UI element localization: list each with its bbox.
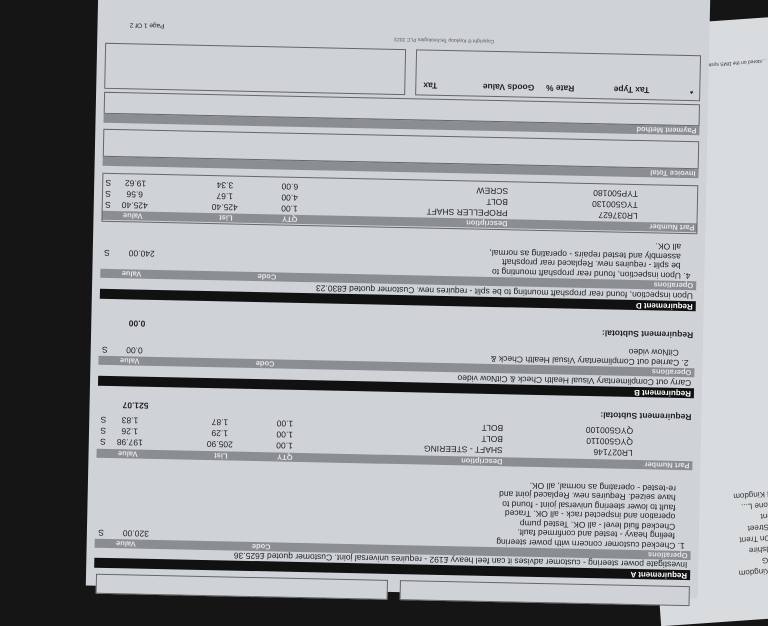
- description-label: Description: [461, 456, 503, 467]
- goods-value-label: Goods Value: [482, 81, 535, 93]
- part-number-label: Part Number: [644, 460, 690, 471]
- list-label: List: [214, 451, 228, 461]
- operations-label: Operations: [647, 550, 688, 561]
- requirement-d-title: Requirement D: [635, 300, 693, 312]
- tax-code: S: [101, 344, 108, 355]
- cell: 0.00: [128, 318, 146, 329]
- tax-summary-box: * Tax Type Rate % Goods Value Tax: [415, 49, 702, 102]
- cell: 205.90: [206, 439, 233, 450]
- tax-code: S: [98, 527, 104, 538]
- cell: 1.26: [121, 426, 139, 437]
- address-box: [399, 580, 690, 607]
- requirement-subtotal: Requirement Subtotal: 0.00: [99, 317, 695, 340]
- cell: S: [100, 425, 107, 436]
- signature-box: [104, 42, 407, 96]
- operation-value: 0.00: [126, 345, 143, 356]
- tax-type-label: Tax Type: [613, 84, 650, 96]
- cell: 1.00: [276, 429, 294, 440]
- value-label: Value: [119, 356, 140, 366]
- cell: 197.98: [116, 437, 143, 448]
- cell: QYG500110: [586, 435, 634, 447]
- code-label: Code: [257, 272, 277, 282]
- operation-value: 240.00: [128, 248, 155, 259]
- page-number: Page 1 Of 2: [129, 21, 165, 30]
- cell: Requirement Subtotal:: [600, 410, 692, 423]
- cell: S: [100, 436, 106, 447]
- cell: LR027146: [593, 447, 633, 458]
- cell: 521.07: [122, 400, 149, 411]
- value-label: Value: [121, 269, 142, 279]
- address-block: United Kingdom ST1 4EG Staffordshire Sto…: [730, 487, 768, 579]
- qty-label: QTY: [277, 452, 293, 462]
- operations-label: Operations: [651, 367, 692, 378]
- parts-box: [101, 172, 699, 235]
- tax-code: S: [103, 247, 110, 258]
- marker: *: [689, 86, 694, 97]
- requirement-a-title: Requirement A: [630, 569, 688, 581]
- cell: S: [100, 414, 107, 425]
- operation-value: 320.00: [122, 528, 149, 539]
- code-label: Code: [255, 359, 275, 369]
- operation-text: 1. Checked customer concern with power s…: [425, 478, 686, 551]
- cell: 1.00: [276, 418, 294, 429]
- address-line: United Kingdom: [733, 488, 768, 501]
- copyright: Copyright © Keyloop Technologies PLC 202…: [394, 35, 495, 44]
- cell: BOLT: [481, 433, 504, 445]
- cell: 1.83: [121, 415, 139, 426]
- cell: QYG500100: [585, 424, 634, 436]
- value-label: Value: [115, 539, 136, 549]
- value-label: Value: [117, 449, 138, 459]
- tax-label: Tax: [423, 80, 438, 91]
- cell: SHAFT - STEERING: [423, 443, 503, 456]
- cell: BOLT: [481, 422, 504, 434]
- code-label: Code: [251, 541, 271, 552]
- operation-text: 2. Carried out Complimentary Visual Heal…: [490, 347, 689, 369]
- cell: Requirement Subtotal:: [601, 328, 694, 341]
- address-box-2: [95, 573, 388, 600]
- operation-text: 4. Upon inspection, found rear propshaft…: [489, 241, 691, 282]
- invoice-page: Requirement A Investigate power steering…: [85, 0, 711, 607]
- cell: 1.29: [211, 428, 229, 439]
- operations-label: Operations: [653, 280, 694, 291]
- requirement-b-title: Requirement B: [633, 387, 692, 399]
- cell: 1.00: [276, 440, 293, 451]
- cell: 1.87: [211, 417, 229, 428]
- rate-label: Rate %: [545, 83, 575, 94]
